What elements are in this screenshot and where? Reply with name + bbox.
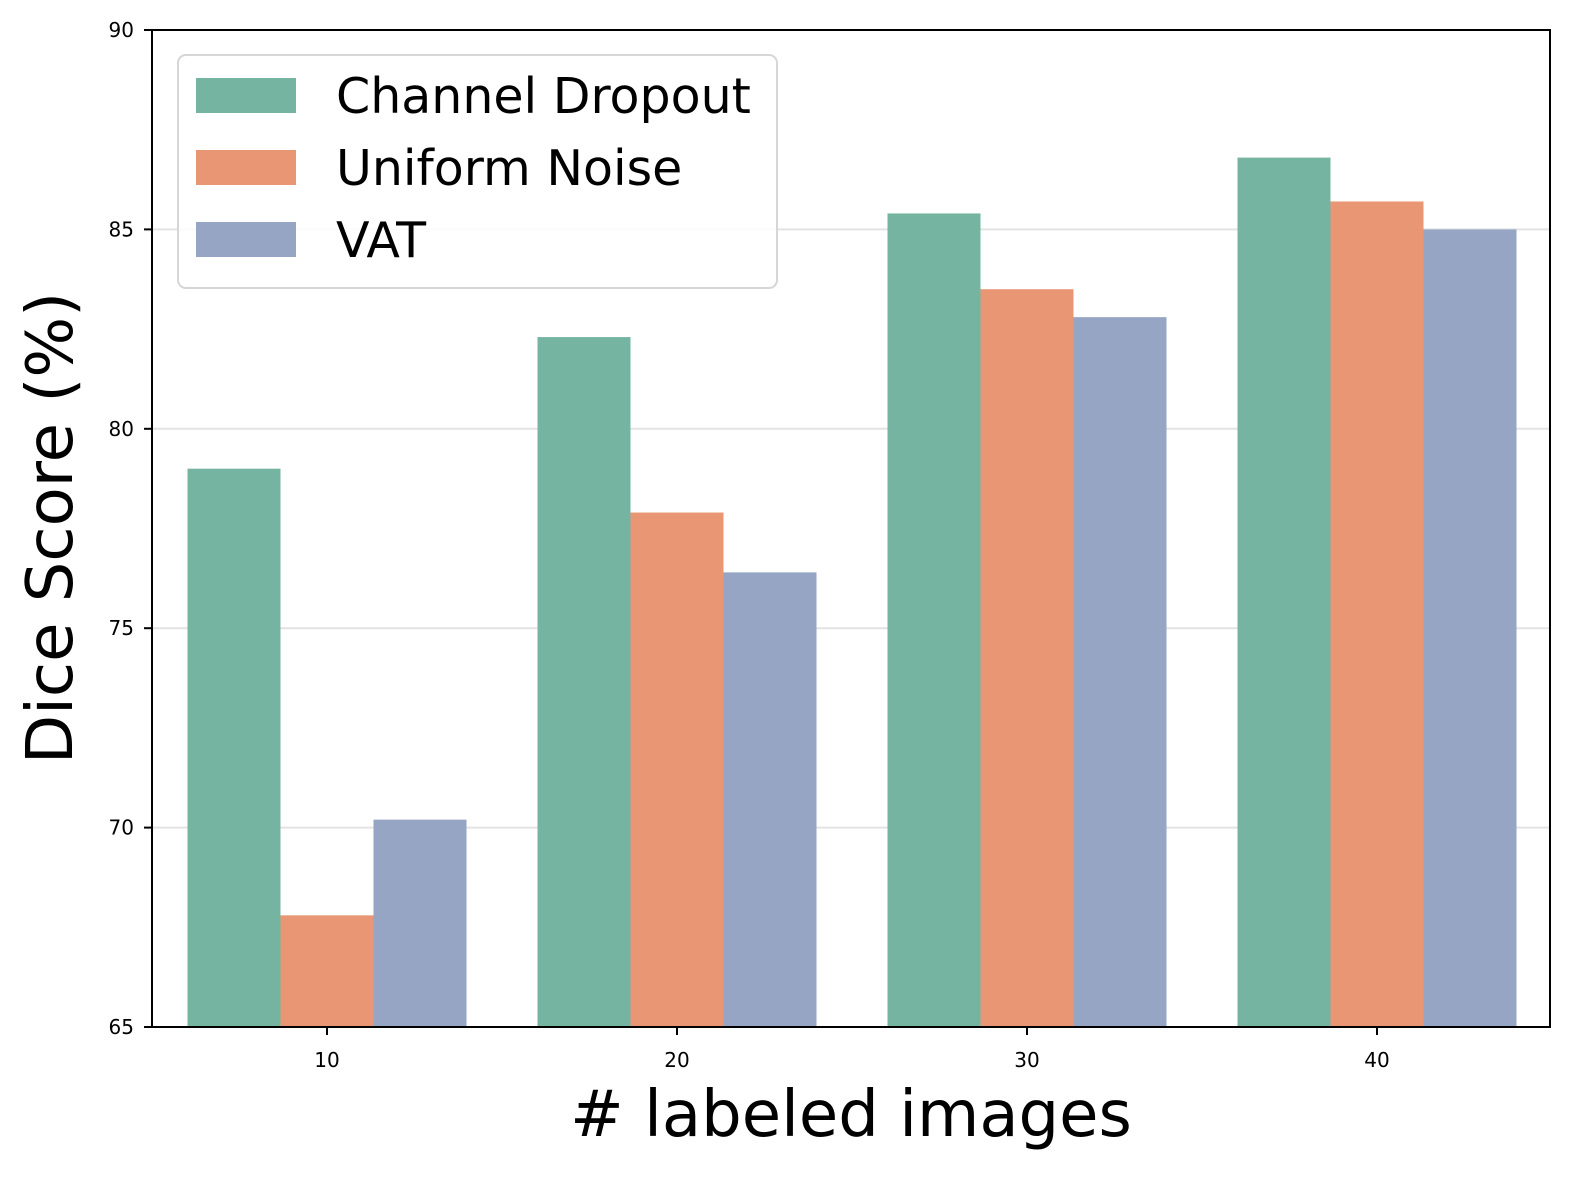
- legend-label: Uniform Noise: [336, 140, 682, 197]
- y-tick-label: 70: [109, 816, 134, 840]
- plot-frame: [151, 29, 1551, 1028]
- x-tick-label: 40: [1364, 1048, 1389, 1072]
- legend-frame: [177, 54, 778, 289]
- bar: [187, 468, 281, 1027]
- bar: [1330, 201, 1424, 1027]
- y-tick-label: 85: [109, 217, 134, 241]
- x-tick-label: 30: [1014, 1048, 1039, 1072]
- bar: [1423, 229, 1517, 1027]
- legend-label: VAT: [336, 212, 427, 269]
- bar: [280, 915, 374, 1027]
- legend-swatch: [196, 150, 296, 185]
- legend-swatch: [196, 78, 296, 113]
- legend-label: Channel Dropout: [336, 68, 751, 125]
- x-tick-label: 10: [314, 1048, 339, 1072]
- axis-ticks: 65 70 75 80 85 90 10 20 30 40: [109, 18, 1390, 1072]
- bar: [980, 289, 1074, 1028]
- bar: [373, 819, 467, 1027]
- bar: [537, 337, 631, 1027]
- y-tick-label: 75: [109, 616, 134, 640]
- x-tick-label: 20: [664, 1048, 689, 1072]
- y-tick-label: 65: [109, 1015, 134, 1039]
- bar: [887, 213, 981, 1027]
- bar: [723, 572, 817, 1027]
- legend-swatch: [196, 222, 296, 257]
- bars: [187, 157, 1517, 1028]
- bar: [1073, 317, 1167, 1027]
- y-axis-title: Dice Score (%): [14, 292, 88, 764]
- bar: [630, 512, 724, 1027]
- y-tick-label: 80: [109, 417, 134, 441]
- legend: Channel Dropout Uniform Noise VAT: [177, 54, 778, 289]
- x-axis-title: # labeled images: [570, 1078, 1132, 1152]
- y-tick-label: 90: [109, 18, 134, 42]
- bar: [1237, 157, 1331, 1028]
